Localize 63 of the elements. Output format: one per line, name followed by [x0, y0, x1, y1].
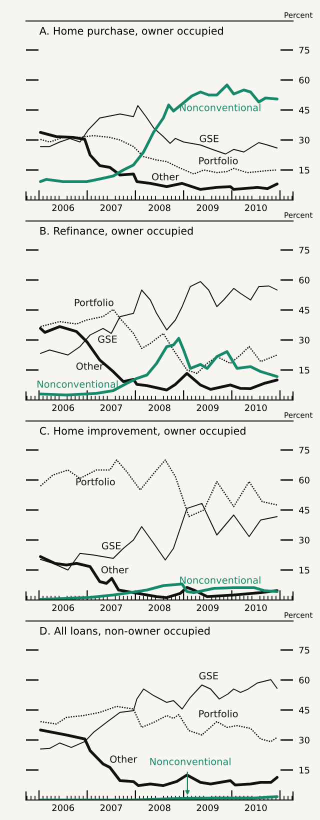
y-tick-label: 60	[299, 476, 310, 484]
y-tick-label: 30	[299, 736, 310, 744]
y-tick-label: 45	[298, 106, 310, 114]
y-tick-label: 75	[299, 646, 310, 654]
y-tick-label: 15	[300, 766, 310, 774]
x-tick-label: 2006	[52, 204, 74, 212]
series-label: Other	[101, 566, 128, 574]
x-tick-label: 2008	[148, 604, 170, 612]
series-label: GSE	[199, 672, 218, 680]
line-series	[39, 582, 278, 600]
x-tick-label: 2008	[148, 804, 170, 812]
y-tick-label: 60	[299, 276, 310, 284]
x-tick-label: 2006	[52, 404, 74, 412]
line-series	[39, 84, 278, 183]
text: C. Home improvement, owner occupied	[40, 426, 246, 437]
x-tick-label: 2009	[196, 804, 219, 812]
x-tick-label: 2009	[196, 404, 219, 412]
x-tick-label: 2006	[52, 804, 74, 812]
x-tick-label: 2010	[245, 204, 267, 212]
x-tick-label: 2009	[196, 604, 219, 612]
y-tick-label: 30	[299, 536, 310, 544]
x-tick-label: 2008	[148, 404, 170, 412]
series-label: Portfolio	[199, 156, 238, 164]
x-tick-label: 2007	[100, 404, 122, 412]
y-tick-label: 15	[300, 566, 310, 574]
x-tick-label: 2006	[52, 604, 74, 612]
series-label: Other	[110, 755, 138, 763]
x-tick-label: 2010	[245, 804, 267, 812]
y-tick-label: 15	[300, 166, 310, 174]
series-label: GSE	[102, 542, 121, 550]
y-tick-label: 30	[299, 136, 310, 144]
text: A. Home purchase, owner occupied	[39, 26, 223, 37]
text: B. Refinance, owner occupied	[40, 226, 193, 237]
series-label: Nonconventional	[180, 576, 260, 584]
x-tick-label: 2010	[245, 404, 267, 412]
y-tick-label: 45	[298, 506, 310, 514]
x-tick-label: 2009	[196, 204, 219, 212]
y-tick-label: 15	[300, 366, 310, 374]
series-label: Other	[152, 172, 180, 180]
text: D. All loans, non-owner occupied	[40, 626, 210, 637]
text: Nonconventional	[150, 758, 230, 766]
y-tick-label: 75	[299, 446, 310, 454]
line-series	[39, 337, 278, 396]
series-label: Nonconventional	[38, 380, 118, 388]
x-tick-label: 2008	[148, 204, 170, 212]
y-tick-label: 60	[299, 76, 310, 84]
x-tick-label: 2007	[100, 804, 122, 812]
y-tick-label: 45	[298, 706, 310, 714]
series-label: GSE	[98, 335, 117, 343]
series-label: GSE	[200, 134, 218, 142]
series-label: Other	[76, 362, 104, 370]
series-label: Nonconventional	[180, 104, 260, 112]
series-label: Portfolio	[74, 298, 114, 306]
y-tick-label: 75	[299, 46, 310, 54]
y-tick-label: 75	[299, 246, 310, 254]
x-tick-label: 2007	[100, 204, 122, 212]
y-tick-label: 60	[299, 676, 310, 684]
series-label: Portfolio	[76, 478, 115, 486]
x-tick-label: 2007	[100, 604, 122, 612]
series-label: Portfolio	[199, 710, 238, 718]
y-tick-label: 30	[299, 336, 310, 344]
x-tick-label: 2010	[245, 604, 267, 612]
y-tick-label: 45	[298, 306, 310, 314]
